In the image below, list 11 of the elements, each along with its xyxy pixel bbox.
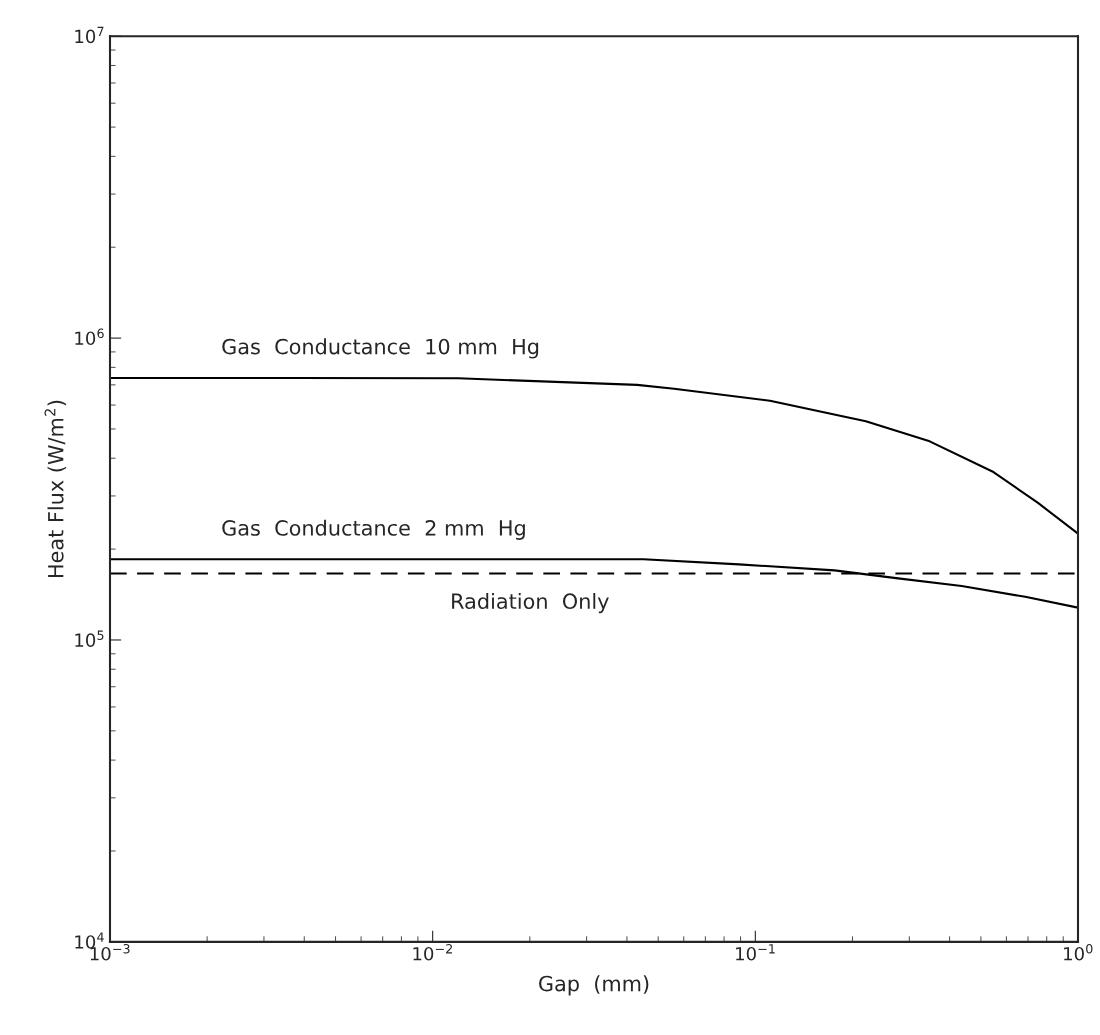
y-tick-label: 10$^{7}$ [75,26,104,44]
series-label: Gas Conductance 2 mm Hg [222,519,525,540]
y-tick-label: 10$^{5}$ [75,630,104,647]
y-axis-title: Heat Flux (W/m$^{2}$) [44,400,67,578]
y-tick-label: 10$^{6}$ [75,328,104,346]
ref-line-label: Radiation Only [452,592,609,614]
x-axis-title: Gap (mm) [539,975,649,996]
x-tick-label: 10$^{−1}$ [736,944,775,961]
x-tick-label: 10$^{0}$ [1064,944,1093,961]
series-label: Gas Conductance 10 mm Hg [222,338,539,359]
x-tick-label: 10$^{−2}$ [413,944,452,961]
